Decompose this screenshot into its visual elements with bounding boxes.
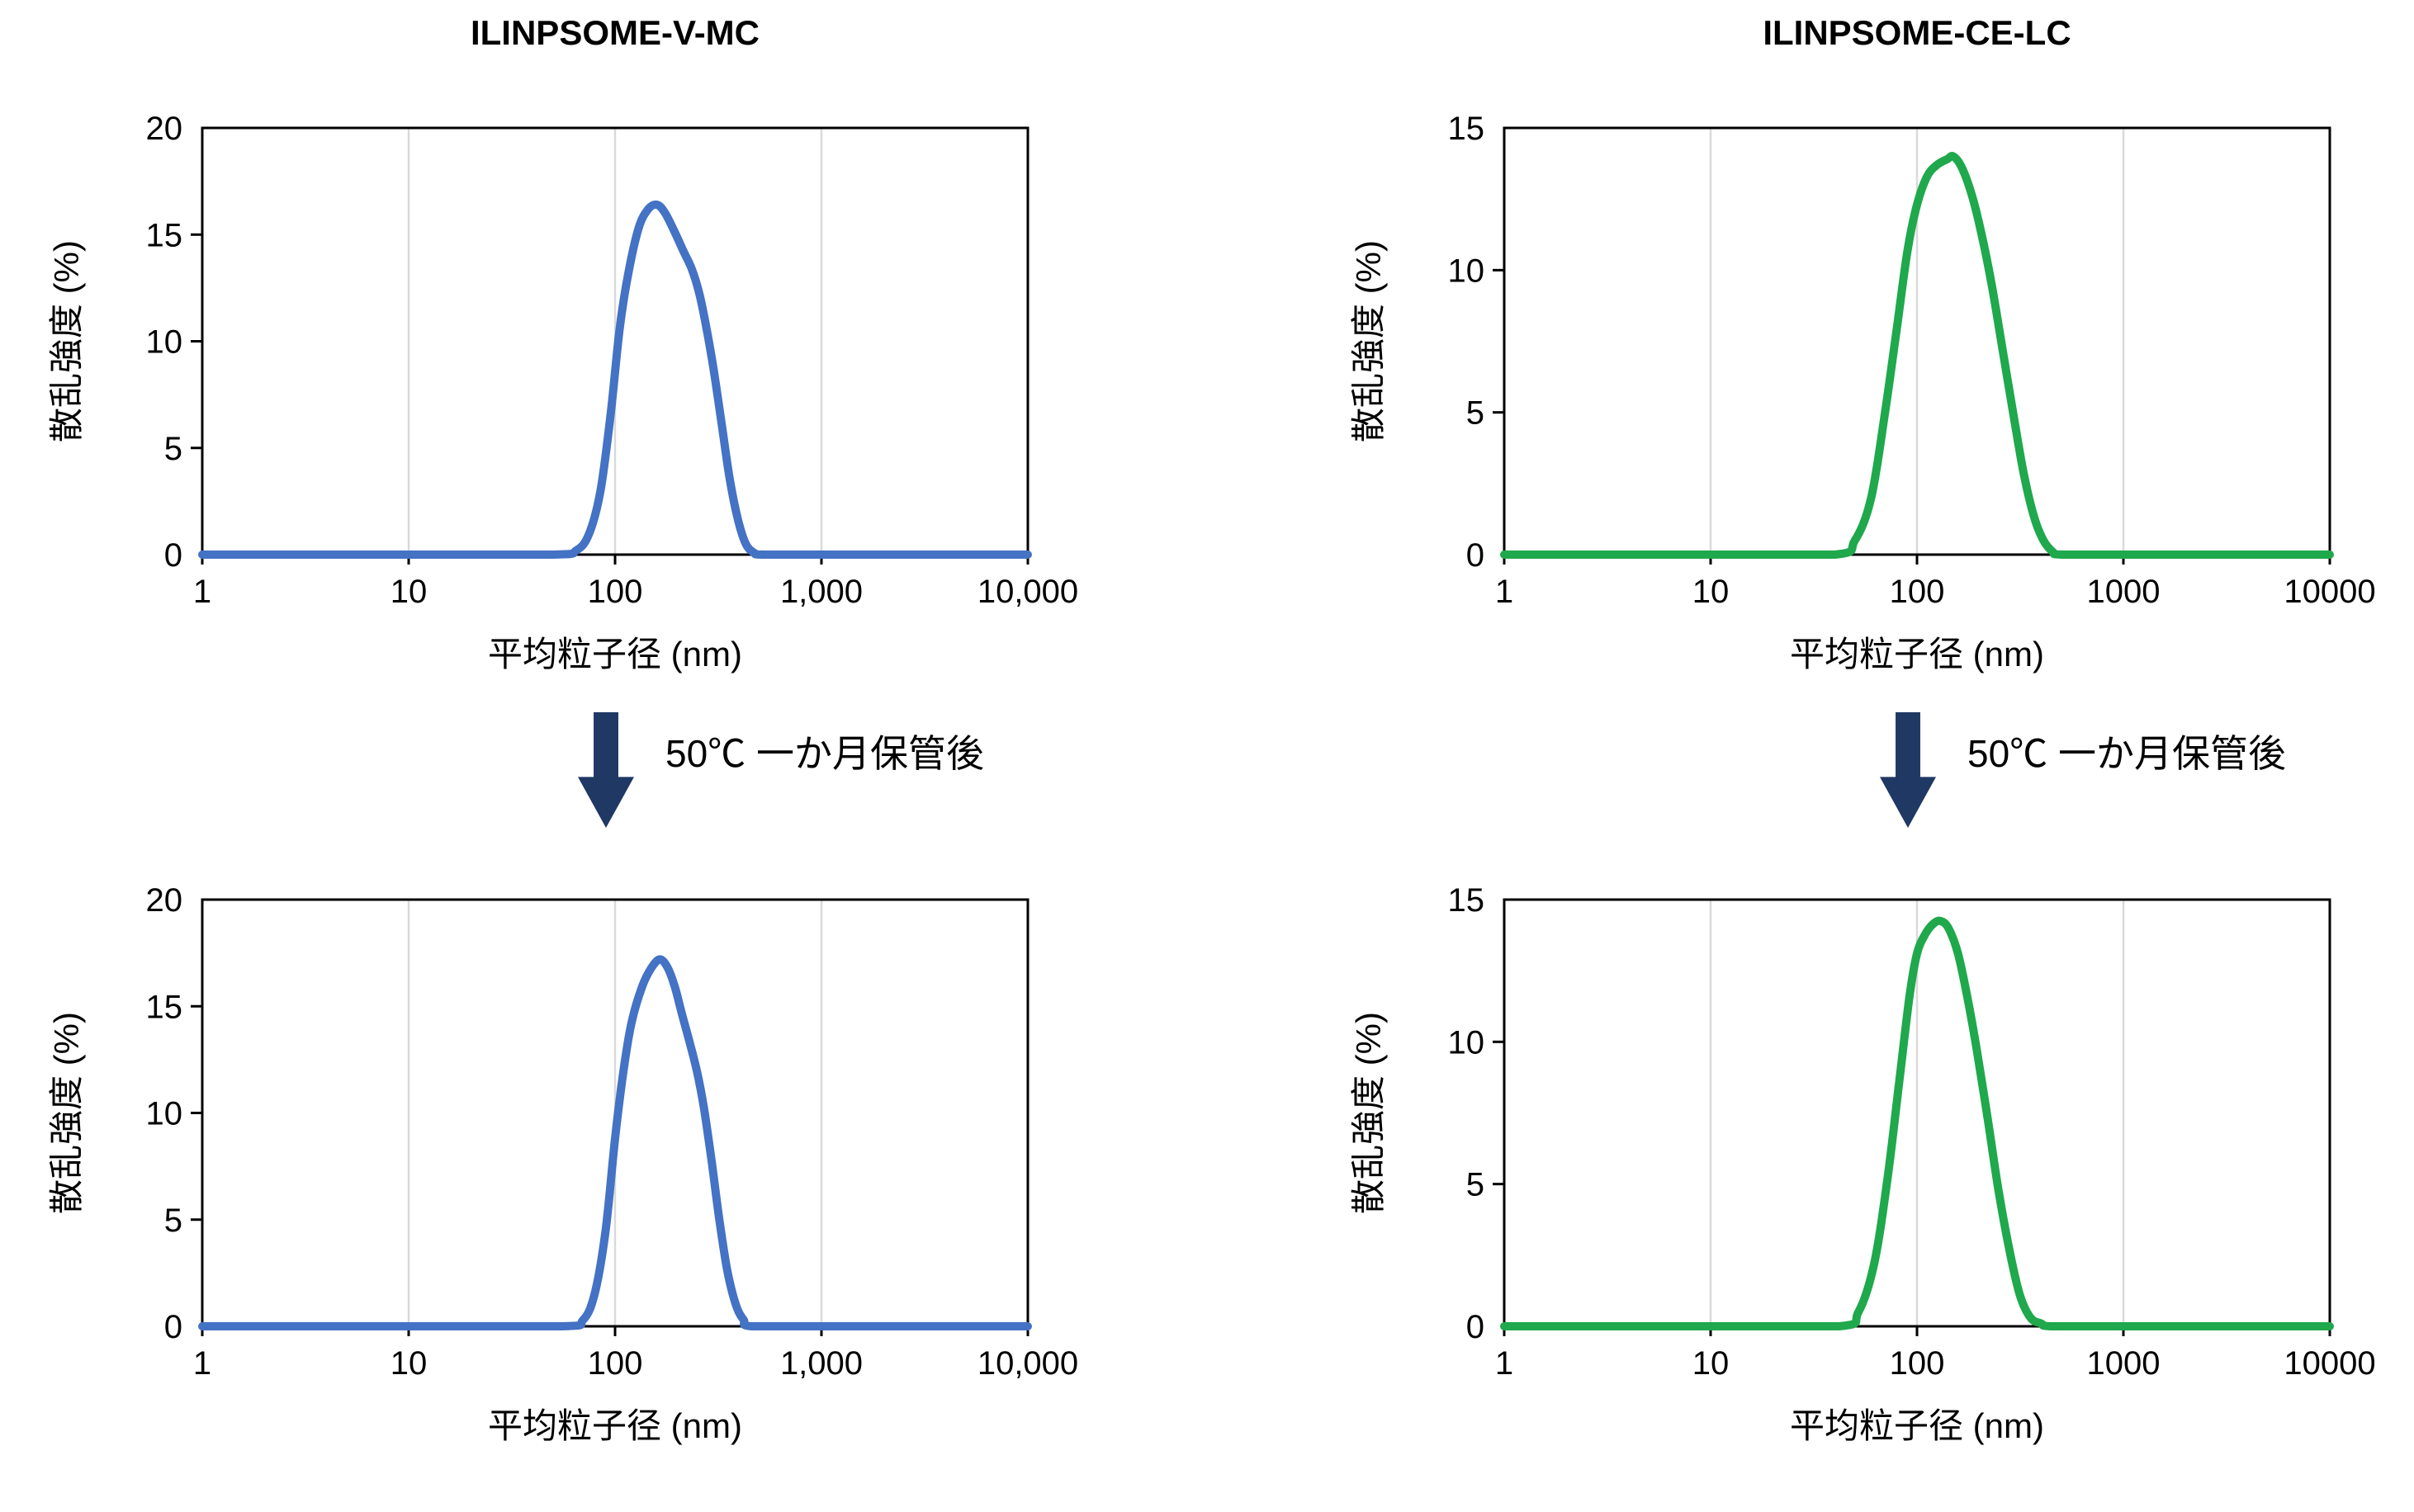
svg-text:10: 10 [146,1096,183,1132]
line-chart-v-mc-before: 0 5 10 15 20 1 10 100 1,000 10,000 散乱強度 (%) 平均粒子径 (… [33,111,1106,689]
column-v-mc: ILINPSOME-V-MC 0 5 10 15 20 1 10 100 1,000 10,000… [33,0,1106,1461]
svg-text:10: 10 [390,1345,428,1382]
svg-text:10000: 10000 [2284,574,2375,610]
svg-text:1,000: 1,000 [780,574,863,610]
column-ce-lc: ILINPSOME-CE-LC 0 5 10 15 1 10 100 1000 10000 散乱強… [1335,0,2408,1461]
svg-text:1000: 1000 [2087,1345,2161,1382]
svg-text:10,000: 10,000 [977,574,1078,610]
svg-text:0: 0 [1466,537,1484,574]
svg-text:15: 15 [1448,111,1485,147]
svg-text:10: 10 [1692,574,1730,610]
svg-text:1: 1 [1495,574,1513,610]
svg-text:10: 10 [1692,1345,1730,1382]
svg-text:10000: 10000 [2284,1345,2375,1382]
line-chart-v-mc-after: 0 5 10 15 20 1 10 100 1,000 10,000 散乱強度 (%) 平均粒子径 (… [33,883,1106,1461]
svg-text:平均粒子径 (nm): 平均粒子径 (nm) [1790,1406,2044,1445]
svg-text:散乱強度 (%): 散乱強度 (%) [1349,1012,1388,1214]
svg-text:5: 5 [1466,395,1484,432]
down-arrow-icon [1880,712,1936,828]
svg-text:散乱強度 (%): 散乱強度 (%) [1349,240,1388,442]
svg-text:平均粒子径 (nm): 平均粒子径 (nm) [1790,635,2044,673]
svg-text:平均粒子径 (nm): 平均粒子径 (nm) [488,1406,742,1445]
svg-text:1000: 1000 [2087,574,2161,610]
svg-text:100: 100 [588,1345,643,1382]
down-arrow-icon [578,712,634,828]
svg-text:5: 5 [1466,1167,1484,1203]
svg-text:100: 100 [588,574,643,610]
chart-title-ce-lc: ILINPSOME-CE-LC [1763,13,2071,52]
svg-text:10: 10 [146,324,183,361]
svg-text:1: 1 [193,574,211,610]
svg-text:10: 10 [1448,253,1485,289]
line-chart-ce-lc-after: 0 5 10 15 1 10 100 1000 10000 散乱強度 (%) 平均粒子径 (nm) [1335,883,2408,1461]
svg-text:0: 0 [1466,1309,1484,1345]
svg-text:散乱強度 (%): 散乱強度 (%) [47,240,86,442]
svg-text:15: 15 [1448,883,1485,919]
svg-text:1,000: 1,000 [780,1345,863,1382]
svg-text:15: 15 [146,989,183,1025]
storage-condition-label-right: 50℃ 一か月保管後 [1967,732,2286,775]
svg-text:10: 10 [390,574,428,610]
svg-text:1: 1 [193,1345,211,1382]
svg-text:平均粒子径 (nm): 平均粒子径 (nm) [488,635,742,673]
svg-text:10,000: 10,000 [977,1345,1078,1382]
svg-text:1: 1 [1495,1345,1513,1382]
line-chart-ce-lc-before: 0 5 10 15 1 10 100 1000 10000 散乱強度 (%) 平均粒子径 (nm) [1335,111,2408,689]
svg-text:15: 15 [146,217,183,253]
svg-text:0: 0 [164,1309,182,1345]
svg-text:5: 5 [164,1203,182,1239]
svg-text:10: 10 [1448,1024,1485,1061]
storage-arrow-row-right: 50℃ 一か月保管後 [1335,712,2408,840]
svg-text:5: 5 [164,431,182,467]
storage-condition-label-left: 50℃ 一か月保管後 [665,732,984,775]
svg-text:20: 20 [146,111,183,147]
svg-text:散乱強度 (%): 散乱強度 (%) [47,1012,86,1214]
storage-arrow-row-left: 50℃ 一か月保管後 [33,712,1106,840]
svg-text:100: 100 [1890,1345,1945,1382]
svg-text:20: 20 [146,883,183,919]
svg-text:0: 0 [164,537,182,574]
svg-text:100: 100 [1890,574,1945,610]
chart-title-v-mc: ILINPSOME-V-MC [470,13,760,52]
